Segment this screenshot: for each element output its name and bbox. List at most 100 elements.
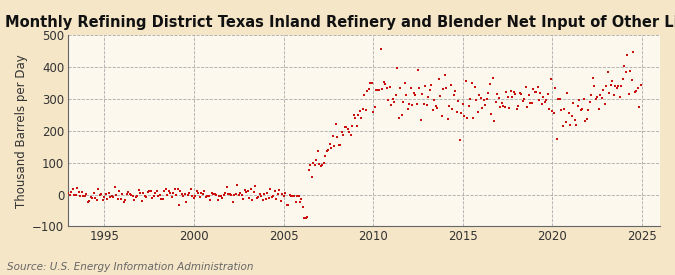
- Point: [112, 196, 123, 201]
- Point: [261, 196, 271, 201]
- Point: [387, 97, 398, 101]
- Point: [401, 93, 412, 97]
- Point: [492, 92, 503, 97]
- Point: [163, 188, 174, 193]
- Point: [344, 130, 354, 135]
- Point: [207, 191, 217, 196]
- Point: [526, 101, 537, 105]
- Point: [84, 199, 95, 203]
- Point: [523, 93, 534, 97]
- Point: [544, 107, 555, 111]
- Point: [620, 70, 631, 74]
- Point: [381, 86, 392, 90]
- Point: [602, 69, 613, 74]
- Point: [460, 79, 471, 83]
- Point: [219, 193, 230, 197]
- Point: [232, 183, 242, 187]
- Point: [300, 216, 311, 221]
- Point: [153, 194, 163, 199]
- Point: [268, 194, 279, 198]
- Point: [377, 87, 387, 91]
- Point: [598, 87, 609, 92]
- Point: [66, 190, 77, 194]
- Point: [520, 85, 531, 89]
- Point: [595, 93, 605, 98]
- Point: [169, 186, 180, 191]
- Point: [138, 191, 148, 196]
- Point: [132, 194, 142, 199]
- Point: [144, 188, 155, 193]
- Point: [102, 197, 113, 201]
- Point: [123, 189, 134, 194]
- Point: [250, 184, 261, 188]
- Point: [286, 194, 296, 198]
- Point: [223, 192, 234, 196]
- Point: [101, 192, 111, 196]
- Point: [507, 95, 518, 100]
- Point: [148, 194, 159, 198]
- Point: [229, 192, 240, 197]
- Point: [532, 85, 543, 89]
- Point: [364, 81, 375, 85]
- Point: [117, 191, 128, 196]
- Point: [420, 83, 431, 88]
- Point: [626, 78, 637, 82]
- Point: [589, 84, 599, 88]
- Point: [157, 197, 168, 201]
- Point: [622, 53, 632, 57]
- Point: [342, 126, 353, 131]
- Point: [425, 87, 435, 92]
- Point: [96, 192, 107, 196]
- Point: [140, 195, 151, 199]
- Point: [287, 194, 298, 199]
- Point: [426, 83, 437, 87]
- Point: [160, 187, 171, 191]
- Point: [329, 144, 340, 148]
- Point: [281, 203, 292, 207]
- Point: [404, 102, 414, 107]
- Point: [241, 189, 252, 194]
- Point: [363, 87, 374, 91]
- Point: [193, 191, 204, 196]
- Point: [625, 69, 636, 73]
- Point: [558, 124, 568, 128]
- Point: [247, 198, 258, 202]
- Point: [483, 90, 493, 95]
- Point: [118, 200, 129, 204]
- Point: [296, 196, 307, 201]
- Point: [187, 194, 198, 199]
- Point: [347, 124, 358, 128]
- Point: [416, 118, 427, 123]
- Point: [338, 133, 349, 138]
- Point: [511, 107, 522, 111]
- Point: [257, 198, 268, 203]
- Point: [560, 120, 571, 124]
- Point: [340, 125, 350, 129]
- Point: [493, 95, 504, 100]
- Point: [305, 163, 316, 167]
- Point: [543, 92, 554, 97]
- Point: [359, 93, 370, 97]
- Point: [271, 197, 281, 201]
- Point: [572, 104, 583, 108]
- Point: [522, 104, 533, 109]
- Point: [504, 106, 514, 110]
- Point: [528, 87, 539, 91]
- Point: [395, 85, 406, 90]
- Point: [172, 186, 183, 191]
- Point: [306, 175, 317, 179]
- Point: [484, 82, 495, 86]
- Point: [76, 190, 87, 195]
- Point: [617, 77, 628, 81]
- Point: [283, 203, 294, 207]
- Point: [414, 86, 425, 90]
- Point: [516, 92, 526, 96]
- Point: [336, 130, 347, 134]
- Point: [429, 98, 440, 102]
- Point: [103, 191, 114, 195]
- Point: [604, 91, 615, 95]
- Point: [427, 108, 438, 112]
- Point: [360, 108, 371, 112]
- Point: [190, 194, 201, 199]
- Point: [88, 191, 99, 196]
